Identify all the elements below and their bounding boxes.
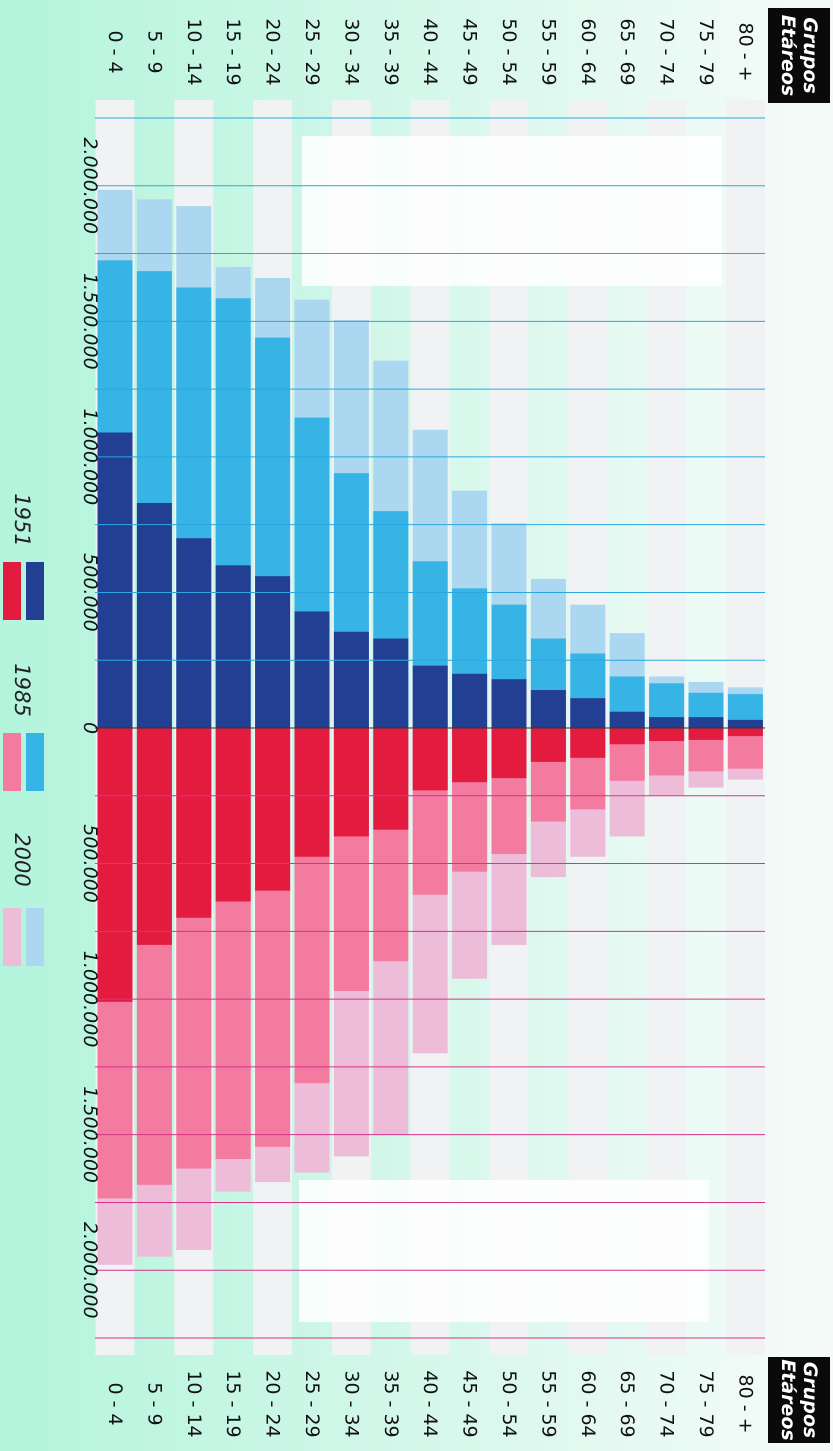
y-tick-label: 2.000.000 [79,1222,101,1319]
female-bar [294,728,330,857]
category-label: 0 - 4 [104,30,126,73]
category-label: 30 - 34 [340,1370,362,1437]
female-bar [688,728,724,740]
male-bar [215,565,251,728]
male-bar [609,711,645,728]
female-bar [491,728,527,779]
male-bar [491,679,527,728]
category-label: 20 - 24 [262,1370,284,1437]
female-bar [452,728,488,783]
category-label: 65 - 69 [616,18,638,85]
legend-label: 1985 [10,663,34,716]
category-label: 15 - 19 [222,1370,244,1437]
category-label: 70 - 74 [656,18,678,85]
male-bar [452,673,488,728]
male-bar [727,719,763,728]
header-text: Etáreos [777,1359,799,1441]
category-label: 20 - 24 [262,18,284,85]
category-label: 45 - 49 [459,18,481,85]
category-label: 5 - 9 [143,1382,165,1425]
female-bar [215,728,251,902]
legend-swatch [26,733,44,791]
male-bar [176,538,212,728]
legend-swatch [26,562,44,620]
legend-label: 2000 [10,833,34,886]
category-label: 15 - 19 [222,18,244,85]
category-label: 25 - 29 [301,18,323,85]
y-tick-label: 500.000 [79,824,101,903]
female-bar [412,728,448,791]
category-label: 0 - 4 [104,1382,126,1425]
category-label: 75 - 79 [695,1370,717,1437]
male-bar [255,576,291,728]
category-label: 30 - 34 [340,18,362,85]
y-tick-label: 0 [79,722,101,734]
y-tick-label: 1.500.000 [79,1086,101,1183]
category-label: 50 - 54 [498,1370,520,1437]
category-label: 75 - 79 [695,18,717,85]
header-text: Grupos [799,1362,821,1438]
male-bar [530,690,566,728]
female-bar [97,728,133,1002]
category-label: 65 - 69 [616,1370,638,1437]
legend-swatch [26,908,44,966]
female-bar [530,728,566,762]
legend-swatch [3,908,21,966]
male-bar [294,611,330,728]
male-bar [412,665,448,728]
y-tick-label: 1.000.000 [79,409,101,506]
category-label: 35 - 39 [380,18,402,85]
category-label: 40 - 44 [419,18,441,85]
category-label: 25 - 29 [301,1370,323,1437]
category-label: 60 - 64 [577,1370,599,1437]
y-tick-label: 500.000 [79,553,101,632]
male-bar [649,717,685,728]
header-text: Grupos [799,17,821,93]
male-bar [688,717,724,728]
category-label: 45 - 49 [459,1370,481,1437]
category-label: 55 - 59 [537,18,559,85]
female-bar [255,728,291,891]
category-label: 10 - 14 [183,1370,205,1437]
y-tick-label: 2.000.000 [79,137,101,234]
category-label: 80 - + [734,1374,756,1433]
header-box [768,1357,830,1443]
female-bar [176,728,212,918]
female-bar [570,728,606,758]
male-bar [97,432,133,728]
female-bar [136,728,172,945]
category-label: 60 - 64 [577,18,599,85]
female-bar [727,728,763,737]
category-label: 70 - 74 [656,1370,678,1437]
header-box [768,8,830,103]
category-label: 50 - 54 [498,18,520,85]
male-bar [333,631,369,728]
legend-swatch [3,733,21,791]
header-text: Etáreos [777,15,799,97]
y-tick-label: 1.000.000 [79,951,101,1048]
female-bar [373,728,409,830]
female-illustration [299,1180,709,1322]
female-bar [649,728,685,742]
male-bar [373,638,409,728]
category-label: 80 - + [734,22,756,81]
category-label: 55 - 59 [537,1370,559,1437]
legend-swatch [3,562,21,620]
category-label: 40 - 44 [419,1370,441,1437]
legend-label: 1951 [10,493,34,546]
category-label: 35 - 39 [380,1370,402,1437]
category-label: 5 - 9 [143,30,165,73]
male-bar [136,502,172,728]
male-illustration [302,136,722,286]
female-bar [609,728,645,745]
female-bar [333,728,369,837]
plot: 0 500.000 500.000 1.000.000 1.000.000 1.500.0… [3,8,830,1443]
y-tick-label: 1.500.000 [79,273,101,370]
category-label: 10 - 14 [183,18,205,85]
male-bar [570,698,606,728]
